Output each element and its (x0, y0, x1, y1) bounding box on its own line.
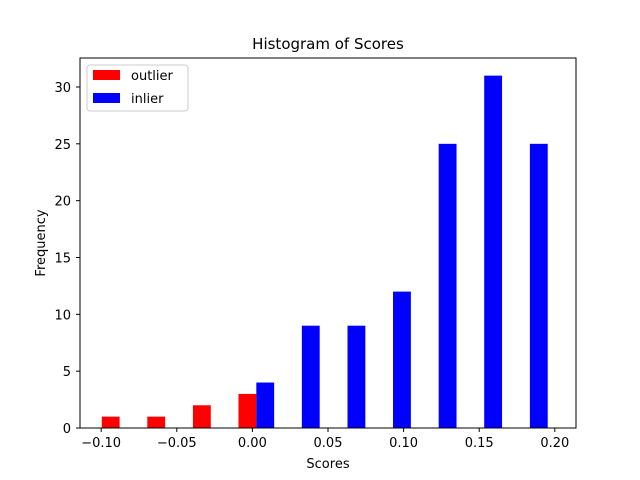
x-tick-label: −0.10 (81, 436, 121, 451)
x-tick-label: 0.15 (465, 436, 494, 451)
legend-label-inlier: inlier (131, 92, 164, 107)
bar-inlier-6 (529, 143, 548, 428)
y-tick-label: 10 (54, 308, 71, 323)
bar-outlier-1 (147, 416, 166, 428)
bars-group (101, 75, 548, 428)
legend-label-outlier: outlier (131, 69, 174, 84)
x-axis-label: Scores (306, 457, 349, 472)
bar-outlier-3 (238, 393, 257, 428)
y-tick-label: 30 (54, 81, 71, 96)
y-tick-label: 15 (54, 251, 71, 266)
legend-swatch-outlier (93, 70, 120, 80)
x-tick-label: 0.00 (238, 436, 267, 451)
bar-inlier-0 (256, 382, 275, 428)
legend: outlier inlier (86, 64, 189, 112)
y-axis-label: Frequency (34, 209, 49, 276)
y-axis-ticks: 0 5 10 15 20 25 30 (54, 81, 80, 437)
bar-inlier-1 (301, 325, 320, 428)
y-tick-label: 5 (63, 365, 71, 380)
bar-inlier-4 (438, 143, 457, 428)
legend-swatch-inlier (93, 93, 120, 103)
x-tick-label: −0.05 (157, 436, 197, 451)
y-tick-label: 25 (54, 138, 71, 153)
bar-outlier-2 (192, 405, 211, 428)
x-axis-ticks: −0.10 −0.05 0.00 0.05 0.10 0.15 0.20 (81, 428, 569, 451)
x-tick-label: 0.05 (314, 436, 343, 451)
chart-title: Histogram of Scores (252, 35, 404, 53)
bar-outlier-0 (101, 416, 120, 428)
bar-inlier-2 (347, 325, 366, 428)
y-tick-label: 20 (54, 195, 71, 210)
x-tick-label: 0.20 (540, 436, 569, 451)
bar-inlier-3 (393, 291, 411, 428)
y-tick-label: 0 (63, 422, 71, 437)
x-tick-label: 0.10 (389, 436, 418, 451)
bar-inlier-5 (484, 75, 503, 428)
